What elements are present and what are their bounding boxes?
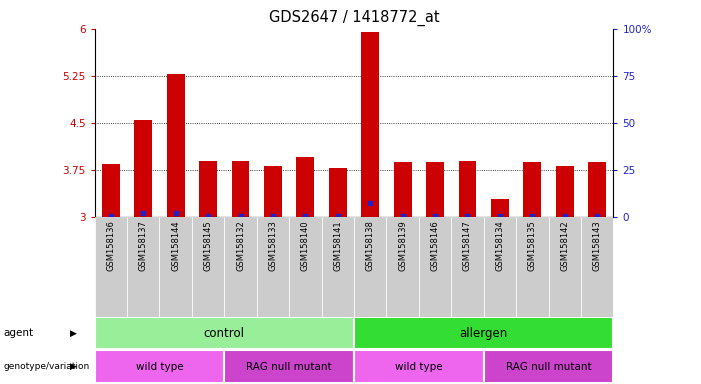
Bar [95, 217, 127, 317]
Bar [135, 120, 152, 217]
Bar [418, 217, 451, 317]
Bar [484, 350, 613, 383]
Text: GSM158143: GSM158143 [592, 220, 601, 271]
Text: GSM158144: GSM158144 [171, 220, 180, 271]
Text: wild type: wild type [136, 362, 183, 372]
Bar [354, 318, 613, 349]
Bar [386, 217, 418, 317]
Bar [491, 199, 509, 217]
Bar [127, 217, 160, 317]
Text: GSM158135: GSM158135 [528, 220, 537, 271]
Text: GSM158140: GSM158140 [301, 220, 310, 271]
Text: control: control [204, 327, 245, 339]
Title: GDS2647 / 1418772_at: GDS2647 / 1418772_at [268, 10, 440, 26]
Bar [581, 217, 613, 317]
Bar [290, 217, 322, 317]
Text: ▶: ▶ [70, 329, 77, 338]
Bar [451, 217, 484, 317]
Text: GSM158134: GSM158134 [496, 220, 505, 271]
Bar [297, 157, 314, 217]
Text: wild type: wild type [395, 362, 442, 372]
Text: GSM158138: GSM158138 [366, 220, 375, 271]
Bar [224, 350, 354, 383]
Text: GSM158142: GSM158142 [560, 220, 569, 271]
Bar [199, 161, 217, 217]
Bar [224, 217, 257, 317]
Bar [549, 217, 581, 317]
Bar [257, 217, 290, 317]
Bar [394, 162, 411, 217]
Text: GSM158141: GSM158141 [333, 220, 342, 271]
Text: genotype/variation: genotype/variation [4, 362, 90, 371]
Text: ▶: ▶ [70, 362, 77, 371]
Bar [167, 74, 184, 217]
Text: GSM158147: GSM158147 [463, 220, 472, 271]
Bar [322, 217, 354, 317]
Text: GSM158133: GSM158133 [268, 220, 278, 271]
Bar [264, 166, 282, 217]
Text: RAG null mutant: RAG null mutant [505, 362, 592, 372]
Text: GSM158136: GSM158136 [107, 220, 116, 271]
Bar [95, 350, 224, 383]
Text: GSM158145: GSM158145 [203, 220, 212, 271]
Bar [192, 217, 224, 317]
Text: RAG null mutant: RAG null mutant [246, 362, 332, 372]
Bar [588, 162, 606, 217]
Bar [102, 164, 120, 217]
Bar [361, 32, 379, 217]
Bar [556, 166, 573, 217]
Text: GSM158132: GSM158132 [236, 220, 245, 271]
Text: GSM158137: GSM158137 [139, 220, 148, 271]
Bar [516, 217, 549, 317]
Bar [484, 217, 516, 317]
Text: allergen: allergen [460, 327, 508, 339]
Bar [354, 217, 386, 317]
Bar [95, 318, 354, 349]
Bar [231, 161, 250, 217]
Bar [458, 161, 477, 217]
Bar [160, 217, 192, 317]
Bar [524, 162, 541, 217]
Bar [329, 168, 347, 217]
Text: GSM158146: GSM158146 [430, 220, 440, 271]
Text: agent: agent [4, 328, 34, 338]
Text: GSM158139: GSM158139 [398, 220, 407, 271]
Bar [426, 162, 444, 217]
Bar [354, 350, 484, 383]
